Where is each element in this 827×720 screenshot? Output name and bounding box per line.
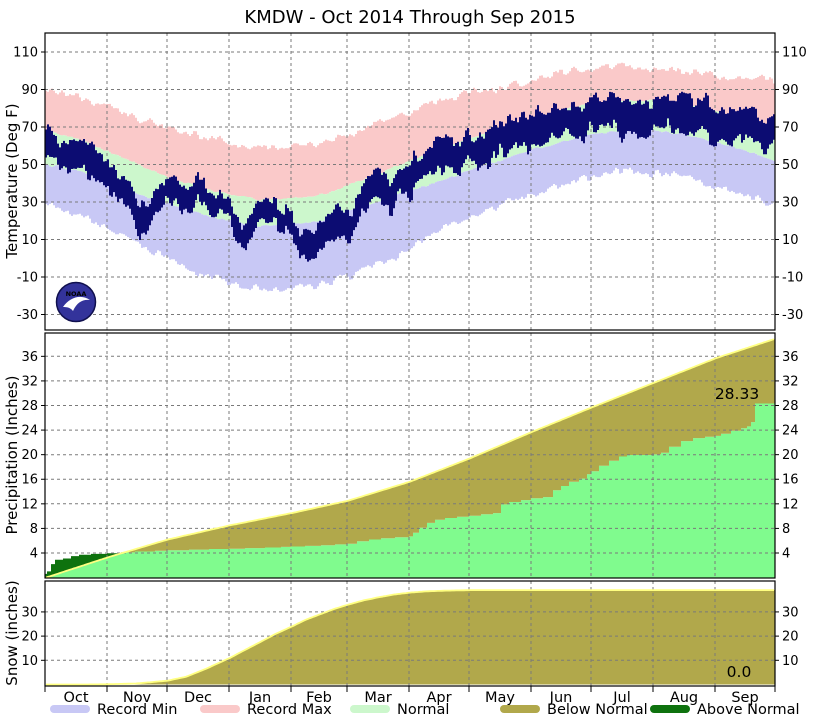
y-tick-label: 30 <box>782 196 799 211</box>
y-tick-label: 30 <box>21 605 38 620</box>
snow-y-ticks: 30 30 20 20 10 10 <box>21 605 798 668</box>
y-tick-label: -10 <box>782 271 803 286</box>
month-label: Dec <box>184 690 212 706</box>
y-tick-label: 20 <box>21 630 38 645</box>
legend-label: Record Max <box>247 702 332 718</box>
snow-normal-line <box>46 589 774 686</box>
month-label: Mar <box>364 690 391 706</box>
y-tick-label: 10 <box>782 233 799 248</box>
y-tick-label: 110 <box>13 46 38 61</box>
y-tick-label: 70 <box>782 121 799 136</box>
month-label: Nov <box>123 690 152 706</box>
normal-temperature-band <box>45 99 775 227</box>
actual-temperature-series <box>45 91 775 262</box>
precipitation-below-normal-area <box>45 339 775 578</box>
y-tick-label: 30 <box>21 196 38 211</box>
y-tick-label: 20 <box>782 630 799 645</box>
y-tick-label: -30 <box>782 308 803 323</box>
y-tick-label: 10 <box>21 233 38 248</box>
chart-title: KMDW - Oct 2014 Through Sep 2015 <box>244 7 575 28</box>
y-tick-label: 8 <box>782 522 790 537</box>
month-label: Aug <box>670 690 698 706</box>
y-tick-label: 4 <box>782 547 790 562</box>
y-tick-label: 8 <box>30 522 38 537</box>
temperature-border <box>44 32 776 331</box>
legend-label: Above Normal <box>697 702 800 718</box>
snow-gridlines <box>45 581 775 686</box>
month-label: Jun <box>549 690 573 706</box>
y-tick-label: 24 <box>782 424 799 439</box>
precipitation-border <box>44 332 776 579</box>
y-tick-label: 50 <box>782 158 799 173</box>
month-label: Jul <box>612 690 631 706</box>
legend-swatch-normal <box>350 705 390 713</box>
record-min-band <box>45 129 775 292</box>
month-label: May <box>485 690 515 706</box>
month-label: Sep <box>731 690 758 706</box>
legend: Record Min Record Max Normal Below Normal Ab… <box>50 702 800 718</box>
y-tick-label: 20 <box>21 448 38 463</box>
y-tick-label: 32 <box>21 374 38 389</box>
snow-total-annotation: 0.0 <box>727 663 752 681</box>
precipitation-gridlines <box>45 333 775 578</box>
precip-total-annotation: 28.33 <box>715 385 759 403</box>
month-label: Oct <box>63 690 88 706</box>
temperature-axis-label: Temperature (Deg F) <box>3 103 21 259</box>
y-tick-label: -10 <box>17 271 38 286</box>
y-tick-label: 90 <box>21 83 38 98</box>
precipitation-normal-line <box>45 338 775 578</box>
month-label: Apr <box>426 690 451 706</box>
y-tick-label: -30 <box>17 308 38 323</box>
precipitation-axis-label: Precipitation (Inches) <box>3 376 21 535</box>
y-tick-label: 70 <box>21 121 38 136</box>
noaa-logo-text: NOAA <box>66 290 87 298</box>
y-tick-label: 20 <box>782 448 799 463</box>
snow-border <box>44 580 776 687</box>
y-tick-label: 10 <box>782 654 799 669</box>
y-tick-label: 28 <box>782 399 799 414</box>
legend-label: Record Min <box>97 702 177 718</box>
y-tick-label: 24 <box>21 424 38 439</box>
y-tick-label: 36 <box>21 350 38 365</box>
snow-below-normal-area <box>45 590 775 685</box>
y-tick-label: 30 <box>782 605 799 620</box>
legend-label: Below Normal <box>547 702 648 718</box>
x-axis: Oct Nov Dec Jan Feb Mar Apr May Jun Jul Aug Sep <box>44 686 776 706</box>
snow-panel: 30 30 20 20 10 10 <box>21 580 799 687</box>
y-tick-label: 12 <box>21 497 38 512</box>
record-max-band <box>45 62 775 201</box>
precipitation-actual-area <box>45 403 775 578</box>
snow-axis-label: Snow (inches) <box>3 580 21 685</box>
month-label: Feb <box>306 690 332 706</box>
legend-label: Normal <box>397 702 449 718</box>
temperature-y-ticks: 110 110 90 90 70 70 50 50 30 30 10 10 -10 -10 -30 -30 <box>13 46 807 324</box>
month-label: Jan <box>248 690 271 706</box>
y-tick-label: 32 <box>782 374 799 389</box>
y-tick-label: 36 <box>782 350 799 365</box>
temperature-panel: 110 110 90 90 70 70 50 50 30 30 10 10 -10 -10 -30 -30 <box>13 32 807 331</box>
legend-swatch-record-min <box>50 705 90 713</box>
y-tick-label: 10 <box>21 654 38 669</box>
y-tick-label: 16 <box>21 473 38 488</box>
legend-swatch-above-normal <box>650 705 690 713</box>
precipitation-y-ticks: 36 36 32 32 28 28 24 24 20 20 16 16 12 12 8 8 4 4 <box>21 350 798 562</box>
y-tick-label: 50 <box>21 158 38 173</box>
y-tick-label: 16 <box>782 473 799 488</box>
y-tick-label: 12 <box>782 497 799 512</box>
noaa-bird-icon <box>63 296 90 311</box>
y-tick-label: 90 <box>782 83 799 98</box>
legend-swatch-record-max <box>200 705 240 713</box>
precipitation-panel: 36 36 32 32 28 28 24 24 20 20 16 16 12 12 8 8 4 4 <box>21 332 799 579</box>
y-tick-label: 110 <box>782 46 807 61</box>
y-tick-label: 4 <box>30 547 38 562</box>
temperature-gridlines <box>45 33 775 330</box>
legend-swatch-below-normal <box>500 705 540 713</box>
y-tick-label: 28 <box>21 399 38 414</box>
noaa-logo: NOAA <box>55 281 97 323</box>
